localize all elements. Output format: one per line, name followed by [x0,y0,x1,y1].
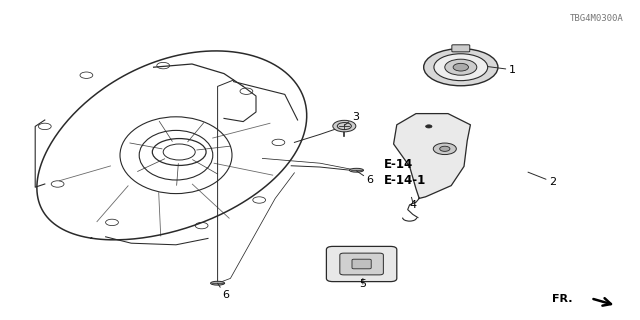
Text: 1: 1 [488,65,515,75]
Circle shape [433,143,456,155]
Circle shape [453,63,468,71]
Polygon shape [394,114,470,198]
Circle shape [424,49,498,86]
Ellipse shape [211,281,225,285]
Circle shape [426,125,432,128]
Circle shape [445,59,477,75]
Text: 6: 6 [356,171,373,185]
Text: 5: 5 [360,278,366,289]
Text: 6: 6 [218,283,228,300]
Circle shape [440,146,450,151]
FancyBboxPatch shape [340,253,383,275]
Text: 4: 4 [409,200,417,211]
FancyBboxPatch shape [326,246,397,282]
Text: 3: 3 [344,112,358,125]
Text: TBG4M0300A: TBG4M0300A [570,14,624,23]
FancyBboxPatch shape [452,45,470,52]
Circle shape [333,120,356,132]
Ellipse shape [349,168,364,172]
Text: FR.: FR. [552,294,573,304]
FancyBboxPatch shape [352,259,371,269]
Text: E-14
E-14-1: E-14 E-14-1 [384,158,426,187]
Circle shape [434,54,488,81]
Text: 2: 2 [528,172,556,187]
